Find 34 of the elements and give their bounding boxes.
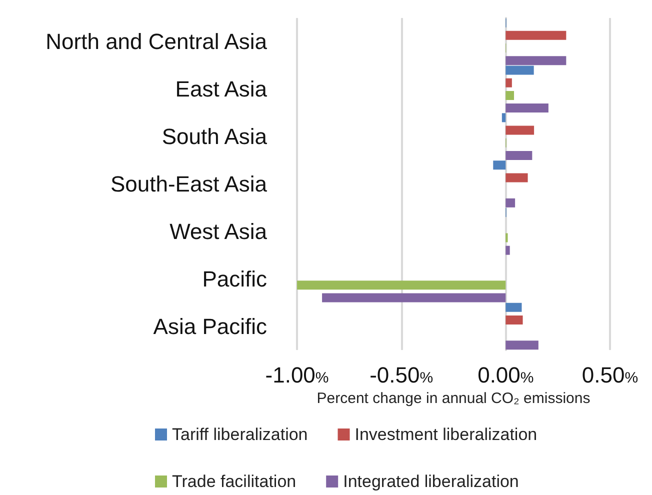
bar	[506, 315, 523, 324]
bar	[506, 66, 534, 75]
bar	[297, 280, 506, 290]
y-tick-label: West Asia	[170, 218, 268, 244]
bar	[506, 340, 538, 350]
x-tick-label: -1.00%	[265, 362, 329, 388]
x-tick-label: 0.00%	[478, 362, 534, 388]
bar	[506, 104, 548, 113]
y-tick-label: North and Central Asia	[46, 29, 268, 54]
legend-label: Investment liberalization	[354, 425, 538, 444]
x-tick-label: -0.50%	[370, 362, 434, 388]
x-axis-title: Percent change in annual CO₂ emissions	[316, 390, 590, 407]
bar	[506, 126, 534, 135]
y-tick-label: Asia Pacific	[153, 314, 267, 339]
bar	[493, 160, 506, 170]
bar	[506, 150, 532, 160]
bar	[506, 302, 522, 312]
bar	[322, 293, 506, 302]
bar	[506, 198, 516, 208]
bar	[506, 173, 528, 182]
legend-label: Integrated liberalization	[343, 472, 519, 491]
bar	[506, 56, 566, 66]
y-tick-label: South-East Asia	[110, 172, 268, 196]
x-tick-label: 0.50%	[582, 362, 638, 388]
y-tick-label: East Asia	[175, 76, 268, 102]
bar	[506, 30, 566, 40]
legend-label: Tariff liberalization	[172, 425, 308, 444]
bar	[506, 78, 512, 88]
y-tick-label: South Asia	[162, 124, 268, 150]
y-tick-label: Pacific	[202, 266, 267, 292]
bar	[502, 113, 506, 122]
legend-label: Trade facilitation	[172, 472, 296, 491]
bar	[506, 90, 514, 100]
bar	[506, 246, 510, 255]
